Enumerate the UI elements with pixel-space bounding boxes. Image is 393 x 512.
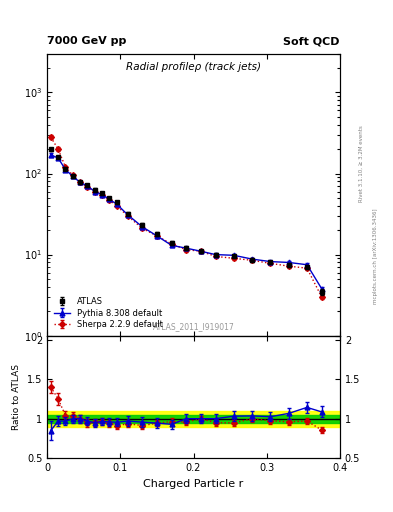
Bar: [47, 415, 340, 422]
Y-axis label: Ratio to ATLAS: Ratio to ATLAS: [12, 364, 21, 430]
Text: ATLAS_2011_I919017: ATLAS_2011_I919017: [152, 323, 235, 331]
Text: Soft QCD: Soft QCD: [283, 36, 340, 46]
Text: Rivet 3.1.10, ≥ 3.2M events: Rivet 3.1.10, ≥ 3.2M events: [359, 125, 364, 202]
X-axis label: Charged Particle r: Charged Particle r: [143, 479, 244, 488]
Legend: ATLAS, Pythia 8.308 default, Sherpa 2.2.9 default: ATLAS, Pythia 8.308 default, Sherpa 2.2.…: [51, 294, 165, 331]
Text: 7000 GeV pp: 7000 GeV pp: [47, 36, 127, 46]
Bar: [47, 411, 340, 426]
Text: mcplots.cern.ch [arXiv:1306.3436]: mcplots.cern.ch [arXiv:1306.3436]: [373, 208, 378, 304]
Text: Radial profileρ (track jets): Radial profileρ (track jets): [126, 62, 261, 72]
